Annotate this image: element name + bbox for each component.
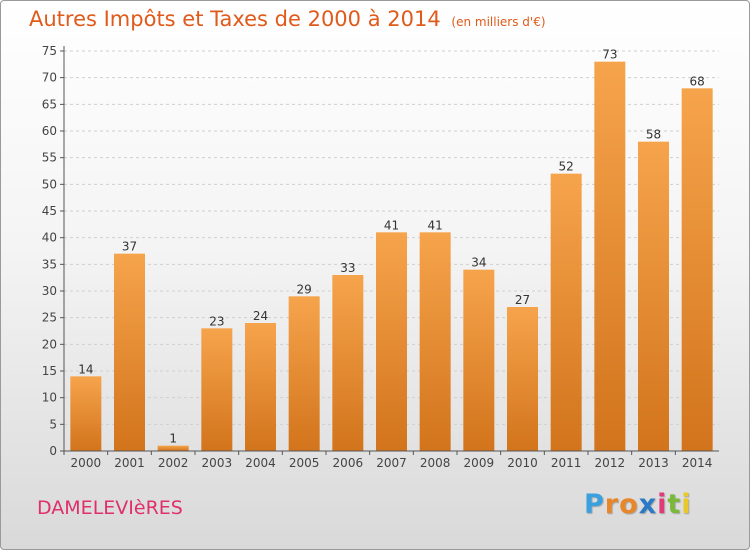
value-label-2012: 73 (602, 48, 617, 62)
value-label-2003: 23 (209, 314, 224, 328)
grid-lines (64, 50, 719, 425)
xtick-label-2005: 2005 (289, 456, 320, 470)
bar-2010 (507, 307, 538, 451)
xtick-label-2010: 2010 (507, 456, 538, 470)
logo-letter: x (638, 489, 658, 520)
ytick-label: 25 (42, 311, 57, 325)
xtick-label-2011: 2011 (551, 456, 582, 470)
chart-title: Autres Impôts et Taxes de 2000 à 2014 (e… (29, 7, 546, 31)
ytick-label: 30 (42, 284, 57, 298)
ytick-label: 50 (42, 177, 57, 191)
logo-letter: r (604, 489, 620, 520)
value-label-2010: 27 (515, 293, 530, 307)
axes (60, 46, 719, 455)
value-label-2000: 14 (78, 362, 93, 376)
logo-letter: o (619, 489, 639, 520)
ytick-label: 45 (42, 204, 57, 218)
ytick-label: 55 (42, 151, 57, 165)
bar-2014 (681, 88, 713, 451)
ytick-label: 70 (42, 71, 57, 85)
value-label-2013: 58 (646, 128, 661, 142)
xtick-label-2012: 2012 (595, 456, 626, 470)
xtick-label-2004: 2004 (245, 456, 276, 470)
bar-2013 (638, 141, 669, 451)
value-label-2007: 41 (384, 218, 399, 232)
value-label-2001: 37 (122, 240, 137, 254)
bar-2006 (332, 275, 364, 451)
xtick-label-2007: 2007 (376, 456, 407, 470)
bar-2002 (157, 445, 189, 451)
value-label-2006: 33 (340, 261, 355, 275)
value-label-2009: 34 (471, 256, 486, 270)
chart-title-text: Autres Impôts et Taxes de 2000 à 2014 (29, 7, 441, 31)
xtick-label-2009: 2009 (464, 456, 495, 470)
ytick-label: 20 (42, 337, 57, 351)
commune-name: DAMELEVIèRES (37, 497, 183, 519)
value-label-2014: 68 (690, 74, 705, 88)
bar-2012 (594, 61, 626, 452)
chart-subtitle: (en milliers d'€) (451, 15, 546, 29)
bar-2001 (114, 253, 145, 451)
xtick-label-2006: 2006 (333, 456, 364, 470)
logo-letter: i (681, 489, 692, 520)
bar-2011 (550, 173, 582, 451)
ytick-label: 0 (49, 444, 57, 458)
bar-2009 (463, 269, 495, 451)
logo-letter: P (584, 489, 605, 520)
logo-letter: i (657, 489, 668, 520)
ytick-label: 75 (42, 44, 57, 58)
logo-letter: t (667, 489, 682, 520)
bars (70, 61, 713, 452)
bar-2008 (419, 232, 451, 451)
xtick-label-2000: 2000 (71, 456, 102, 470)
xtick-label-2001: 2001 (114, 456, 145, 470)
value-label-2008: 41 (428, 218, 443, 232)
value-label-2011: 52 (559, 160, 574, 174)
value-label-2002: 1 (169, 432, 177, 446)
xtick-label-2008: 2008 (420, 456, 451, 470)
xtick-label-2014: 2014 (682, 456, 713, 470)
ytick-label: 40 (42, 231, 57, 245)
labels: 0 5 10 15 20 25 30 35 40 45 50 55 60 65 70 75 14 2000 37 20… (42, 44, 713, 470)
value-label-2004: 24 (253, 309, 268, 323)
ytick-label: 15 (42, 364, 57, 378)
ytick-label: 10 (42, 391, 57, 405)
ytick-label: 35 (42, 257, 57, 271)
proxiti-logo: Proxiti (584, 489, 692, 520)
bar-2004 (245, 323, 276, 451)
xtick-label-2013: 2013 (638, 456, 669, 470)
ytick-label: 5 (49, 417, 57, 431)
value-label-2005: 29 (297, 282, 312, 296)
xtick-label-2002: 2002 (158, 456, 189, 470)
bar-2007 (376, 232, 407, 451)
bar-2003 (201, 328, 233, 451)
ytick-label: 65 (42, 97, 57, 111)
bar-2005 (288, 296, 320, 451)
ytick-label: 60 (42, 124, 57, 138)
xtick-label-2003: 2003 (202, 456, 233, 470)
bar-2000 (70, 376, 102, 451)
